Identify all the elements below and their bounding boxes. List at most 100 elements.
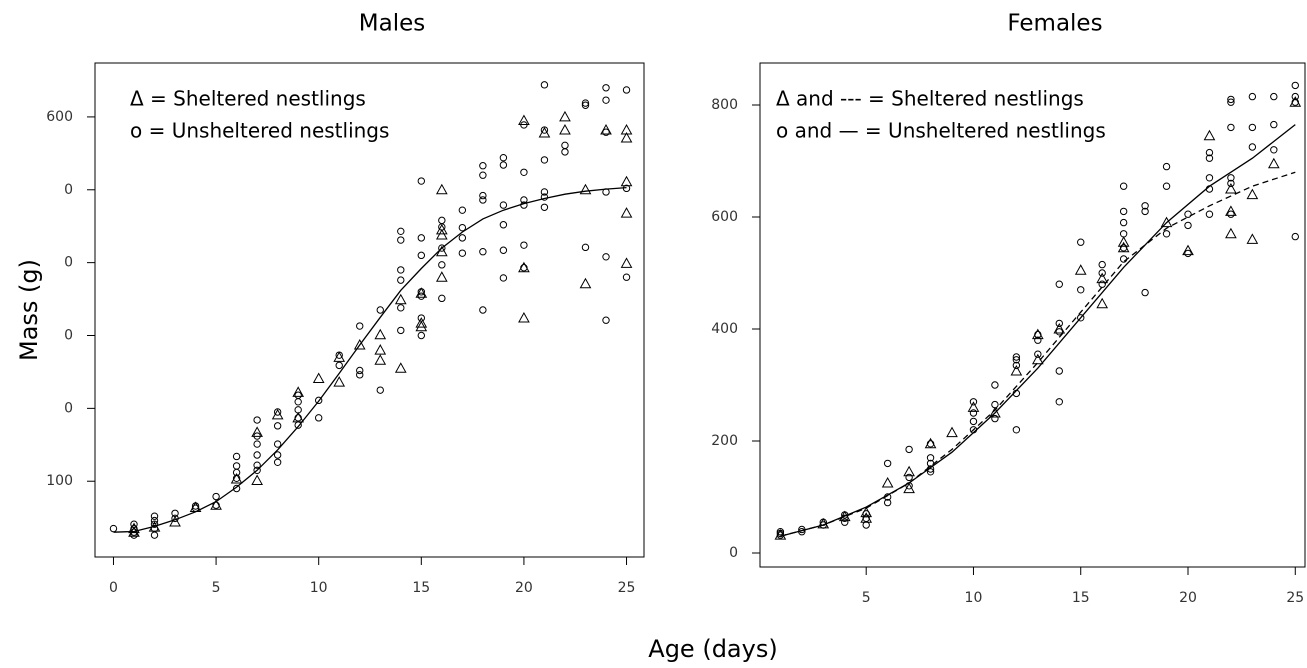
circle-point: [479, 191, 487, 200]
circle-point: [1055, 398, 1063, 406]
circle-point: [499, 161, 508, 169]
circle-point: [1141, 207, 1149, 216]
circle-point: [1012, 426, 1021, 434]
circle-point: [1034, 350, 1042, 358]
triangle-point: [620, 207, 633, 218]
triangle-point: [128, 522, 140, 534]
circle-point: [1205, 148, 1214, 157]
triangle-point: [579, 183, 592, 195]
circle-point: [991, 381, 999, 389]
circle-point: [905, 473, 913, 482]
triangle-point: [230, 473, 243, 484]
circle-point: [1270, 120, 1278, 129]
circle-point: [479, 196, 487, 204]
circle-point: [1291, 232, 1299, 241]
triangle-point: [1289, 96, 1302, 107]
circle-point: [356, 366, 364, 375]
y-axis-label: Mass (g): [15, 259, 43, 361]
circle-point: [1034, 336, 1042, 344]
y-tick-label: 0: [64, 400, 73, 416]
circle-point: [191, 502, 200, 510]
y-tick-label: 0: [729, 545, 738, 561]
circle-point: [479, 171, 487, 179]
y-tick-label: 600: [46, 109, 73, 125]
x-tick-label: 10: [965, 590, 983, 606]
circle-point: [458, 223, 467, 232]
y-tick-label: 800: [711, 97, 738, 113]
triangle-point: [312, 372, 325, 383]
circle-point: [1227, 174, 1235, 182]
triangle-point: [1225, 182, 1237, 194]
circle-point: [969, 417, 978, 426]
circle-point: [1119, 182, 1128, 190]
circle-point: [540, 126, 549, 134]
triangle-point: [251, 474, 263, 485]
triangle-point: [435, 271, 448, 282]
triangle-point: [1096, 272, 1109, 284]
circle-point: [1291, 98, 1299, 106]
circle-point: [1141, 202, 1149, 210]
x-tick-label: 10: [310, 580, 328, 596]
circle-point: [438, 244, 446, 252]
circle-point: [1162, 162, 1171, 171]
circle-point: [273, 440, 282, 448]
y-tick-label: 600: [711, 209, 738, 225]
circle-point: [969, 409, 978, 417]
triangle-point: [1117, 236, 1130, 247]
x-tick-label: 0: [109, 580, 118, 596]
circle-point: [1248, 123, 1257, 132]
circle-point: [1205, 154, 1214, 162]
y-tick-label: 400: [711, 321, 738, 337]
circle-point: [883, 459, 892, 468]
x-tick-label: 20: [515, 580, 533, 596]
circle-point: [273, 408, 282, 416]
x-tick-label: 25: [618, 580, 636, 596]
circle-point: [397, 266, 405, 274]
circle-point: [1055, 319, 1063, 328]
circle-point: [602, 84, 610, 92]
triangle-point: [333, 376, 346, 387]
legend-entry: Δ = Sheltered nestlings: [130, 87, 366, 111]
circle-point: [991, 400, 999, 409]
circle-point: [1291, 92, 1299, 101]
triangle-point: [374, 354, 387, 365]
circle-point: [109, 524, 118, 533]
triangle-point: [903, 465, 915, 477]
circle-point: [1055, 280, 1063, 288]
circle-point: [1184, 249, 1192, 258]
circle-point: [1077, 286, 1085, 294]
x-axis-label: Age (days): [648, 635, 777, 663]
circle-point: [417, 331, 426, 340]
circle-point: [1227, 210, 1235, 218]
circle-point: [991, 414, 999, 423]
circle-point: [232, 484, 241, 493]
circle-point: [150, 516, 159, 525]
circle-point: [862, 514, 870, 522]
plot-frame: [759, 62, 1306, 568]
circle-point: [1162, 230, 1171, 238]
triangle-point: [210, 499, 222, 510]
triangle-point: [1096, 297, 1109, 309]
triangle-point: [1117, 241, 1130, 253]
triangle-point: [1225, 227, 1237, 239]
circle-point: [417, 251, 426, 260]
triangle-point: [559, 110, 571, 122]
triangle-point: [924, 437, 937, 449]
y-tick-label: 200: [711, 433, 738, 449]
circle-point: [417, 177, 426, 185]
triangle-point: [1160, 216, 1173, 228]
circle-point: [458, 249, 467, 257]
y-tick-label: 0: [64, 182, 73, 198]
circle-point: [479, 306, 487, 314]
circle-point: [1119, 255, 1128, 263]
circle-point: [969, 398, 978, 406]
circle-point: [397, 236, 405, 244]
circle-point: [602, 253, 610, 261]
circle-point: [540, 156, 549, 164]
circle-point: [926, 468, 935, 476]
fit-curve: [780, 124, 1296, 537]
circle-point: [376, 306, 384, 314]
circle-point: [417, 288, 426, 296]
triangle-point: [169, 515, 181, 527]
